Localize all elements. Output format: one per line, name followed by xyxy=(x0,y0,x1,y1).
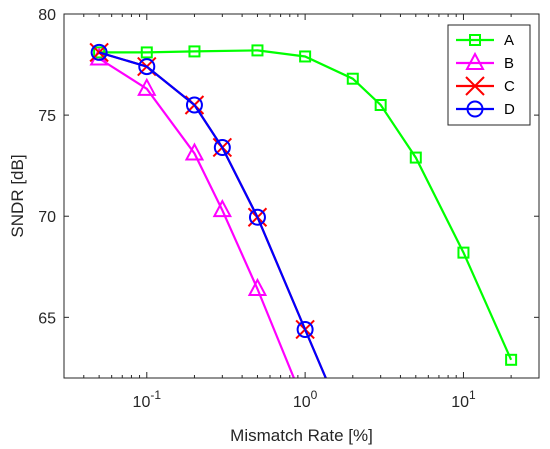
legend-label: A xyxy=(504,32,514,49)
legend-label: C xyxy=(504,78,515,95)
legend-entry-b: B xyxy=(456,51,514,72)
data-point-a xyxy=(188,45,201,58)
x-tick-label: 10-1 xyxy=(133,388,162,411)
data-point-d xyxy=(138,58,156,76)
y-tick-label: 65 xyxy=(38,310,56,327)
data-point-b xyxy=(247,277,268,297)
data-point-a xyxy=(374,99,387,111)
data-point-a xyxy=(457,246,470,259)
data-point-a xyxy=(346,72,359,85)
legend-label: D xyxy=(504,101,515,118)
x-tick-label: 101 xyxy=(451,388,476,411)
data-point-a xyxy=(251,44,264,57)
plot-frame xyxy=(63,13,540,379)
x-tick-exponent: -1 xyxy=(150,388,161,402)
x-tick-label: 100 xyxy=(293,388,318,411)
data-point-d xyxy=(185,96,203,114)
x-tick-exponent: 0 xyxy=(311,388,318,402)
data-point-a xyxy=(140,46,153,59)
data-point-b xyxy=(212,199,232,218)
legend-marker-d xyxy=(466,100,484,118)
series-line-b xyxy=(98,57,295,378)
data-point-d xyxy=(213,138,231,156)
data-point-b xyxy=(137,77,157,96)
data-point-d xyxy=(90,43,108,61)
legend-label: B xyxy=(504,55,514,72)
x-tick-exponent: 1 xyxy=(469,388,476,402)
legend-entry-c: C xyxy=(456,76,515,96)
series-layer xyxy=(89,42,518,378)
data-point-d xyxy=(248,208,266,226)
y-tick-label: 70 xyxy=(38,209,56,226)
series-line-a xyxy=(99,49,513,361)
y-axis-label: SNDR [dB] xyxy=(8,154,27,237)
legend-entry-a: A xyxy=(456,32,514,49)
legend-marker-b xyxy=(465,51,485,70)
x-tick-base: 10 xyxy=(451,394,469,411)
data-point-b xyxy=(184,142,205,161)
data-point-d xyxy=(296,320,314,338)
data-point-a xyxy=(505,353,518,366)
series-line-d xyxy=(98,51,327,378)
x-tick-base: 10 xyxy=(133,394,151,411)
data-point-a xyxy=(409,151,422,164)
series-b xyxy=(89,47,295,378)
y-tick-label: 75 xyxy=(38,108,56,125)
series-a xyxy=(93,44,518,366)
legend-marker-c xyxy=(465,76,485,96)
x-tick-base: 10 xyxy=(293,394,311,411)
data-point-a xyxy=(299,50,312,63)
x-axis-label: Mismatch Rate [%] xyxy=(230,426,373,445)
legend-entry-d: D xyxy=(456,100,515,118)
legend-marker-a xyxy=(469,34,481,46)
series-d xyxy=(90,43,327,378)
y-tick-label: 80 xyxy=(38,7,56,24)
